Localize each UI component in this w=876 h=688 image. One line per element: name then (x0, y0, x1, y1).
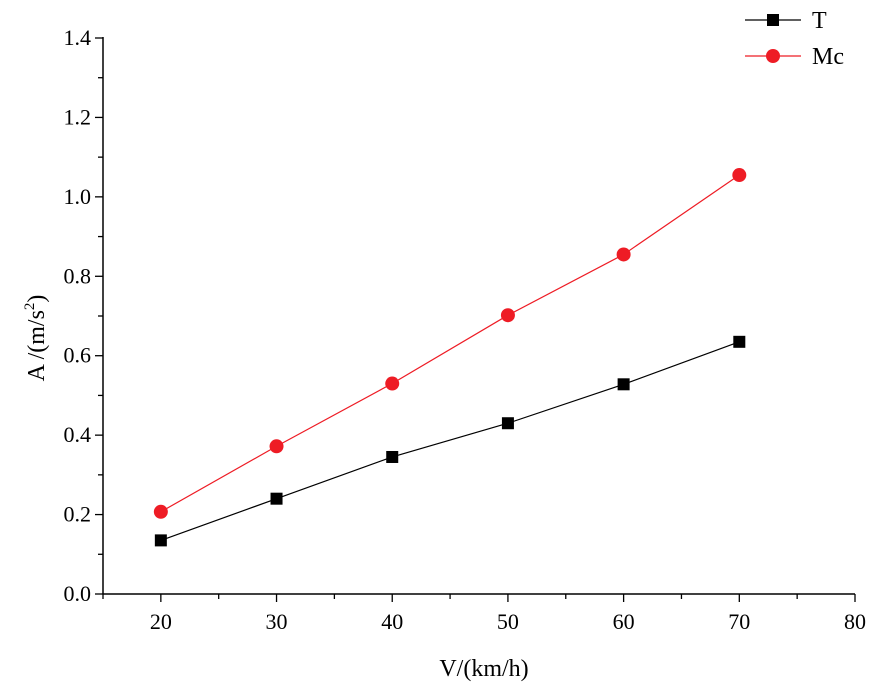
x-tick-label: 40 (381, 609, 403, 634)
data-point-mc (385, 376, 400, 391)
data-point-mc (153, 504, 168, 519)
y-axis-title: A /(m/s2) (22, 295, 50, 382)
data-point-mc (616, 247, 631, 262)
data-point-t (154, 534, 167, 547)
data-point-t (386, 450, 399, 463)
series-line-t (160, 341, 740, 541)
y-tick-label: 0.2 (64, 502, 92, 527)
y-axis-ticks: 0.0 0.2 0.4 0.6 0.8 1.0 1.2 1.4 (64, 25, 103, 606)
y-axis-title-close: ) (24, 295, 50, 303)
x-tick-label: 30 (266, 609, 288, 634)
y-tick-label: 1.0 (64, 184, 92, 209)
x-axis-ticks: 20 30 40 50 60 70 80 (102, 594, 866, 634)
y-tick-label: 1.4 (64, 25, 92, 50)
x-tick-label: 20 (150, 609, 172, 634)
x-tick-label: 50 (497, 609, 519, 634)
y-tick-label: 1.2 (64, 104, 92, 129)
legend-label-mc: Mc (812, 44, 844, 70)
x-tick-label: 60 (613, 609, 635, 634)
x-axis-title: V/(km/h) (439, 656, 528, 682)
x-tick-label: 70 (728, 609, 750, 634)
y-axis-title-main: A /(m/s (24, 310, 50, 381)
y-tick-label: 0.4 (64, 422, 92, 447)
data-point-mc (732, 168, 747, 183)
data-point-t (270, 492, 283, 505)
data-point-mc (269, 439, 284, 454)
y-tick-label: 0.0 (64, 581, 92, 606)
y-axis-title-superscript: 2 (22, 303, 38, 311)
x-tick-label: 80 (844, 609, 866, 634)
legend-marker-t (767, 14, 779, 26)
data-point-mc (500, 308, 515, 323)
series-line-mc (160, 174, 740, 513)
axes (102, 37, 855, 595)
y-tick-label: 0.8 (64, 263, 92, 288)
data-point-t (501, 417, 514, 430)
series-t (154, 335, 746, 547)
legend-label-t: T (812, 8, 827, 34)
series-layer (153, 168, 747, 547)
series-mc (153, 168, 747, 519)
data-point-t (733, 335, 746, 348)
legend-marker-mc (766, 49, 780, 63)
y-tick-label: 0.6 (64, 343, 92, 368)
legend: T Mc (745, 8, 844, 70)
data-point-t (617, 378, 630, 391)
